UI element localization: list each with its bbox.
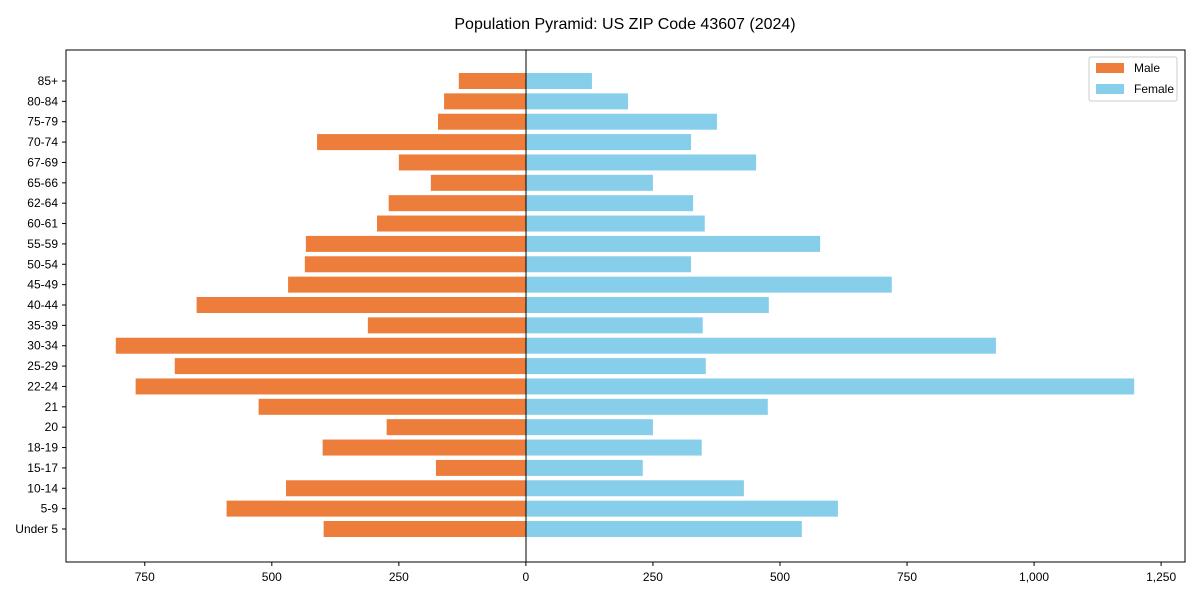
- legend-swatch-male: [1096, 63, 1124, 73]
- y-tick-label: 21: [45, 400, 59, 414]
- bar-female-65-66: [525, 174, 653, 191]
- bar-male-25-29: [174, 358, 526, 375]
- bar-female-55-59: [525, 235, 821, 252]
- y-tick-label: 75-79: [27, 115, 58, 129]
- y-tick-label: 65-66: [27, 176, 58, 190]
- bar-female-70-74: [525, 134, 692, 151]
- bar-male-60-61: [377, 215, 526, 232]
- bar-female-25-29: [525, 358, 706, 375]
- y-tick-label: 60-61: [27, 217, 58, 231]
- y-tick-label: 18-19: [27, 441, 58, 455]
- bar-female-10-14: [525, 480, 744, 497]
- y-tick-label: 22-24: [27, 379, 58, 393]
- bar-male-75-79: [437, 113, 526, 130]
- bar-female-80-84: [525, 93, 629, 110]
- x-tick-label: 500: [262, 570, 282, 584]
- bar-male-55-59: [305, 235, 526, 252]
- bar-male-5-9: [226, 500, 526, 517]
- bar-male-22-24: [135, 378, 526, 395]
- bar-female-21: [525, 398, 768, 415]
- legend: Male Female: [1088, 56, 1178, 102]
- bar-female-60-61: [525, 215, 705, 232]
- bar-male-65-66: [430, 174, 526, 191]
- x-tick-label: 250: [389, 570, 409, 584]
- bar-male-62-64: [388, 195, 526, 212]
- bar-male-85+: [458, 73, 526, 89]
- y-tick-label: 67-69: [27, 155, 58, 169]
- x-tick-label: 750: [897, 570, 917, 584]
- y-tick-label: 25-29: [27, 359, 58, 373]
- bar-female-20: [525, 419, 653, 436]
- bar-male-50-54: [304, 256, 526, 273]
- bar-female-50-54: [525, 256, 692, 273]
- bar-male-Under 5: [323, 521, 526, 537]
- bar-male-15-17: [435, 459, 526, 476]
- y-tick-label: Under 5: [15, 522, 58, 536]
- y-tick-label: 20: [45, 420, 59, 434]
- y-tick-label: 55-59: [27, 237, 58, 251]
- y-tick-label: 30-34: [27, 339, 58, 353]
- bar-male-70-74: [317, 134, 526, 151]
- bar-female-15-17: [525, 459, 643, 476]
- x-tick-label: 750: [135, 570, 155, 584]
- bar-male-80-84: [444, 93, 526, 110]
- chart-title: Population Pyramid: US ZIP Code 43607 (2…: [454, 16, 795, 33]
- bar-female-40-44: [525, 297, 769, 313]
- bar-female-22-24: [525, 378, 1135, 395]
- bar-female-30-34: [525, 337, 996, 354]
- legend-label-female: Female: [1134, 82, 1174, 96]
- bar-female-75-79: [525, 113, 717, 130]
- x-tick-label: 1,000: [1019, 570, 1049, 584]
- x-tick-label: 0: [523, 570, 530, 584]
- bar-female-67-69: [525, 154, 757, 171]
- y-tick-label: 10-14: [27, 481, 58, 495]
- y-tick-label: 50-54: [27, 257, 58, 271]
- bar-male-21: [258, 398, 526, 415]
- bar-female-5-9: [525, 500, 838, 517]
- y-tick-label: 35-39: [27, 318, 58, 332]
- bar-male-45-49: [288, 276, 526, 293]
- x-tick-label: 1,250: [1146, 570, 1176, 584]
- y-tick-label: 70-74: [27, 135, 58, 149]
- y-tick-label: 5-9: [41, 502, 59, 516]
- bar-male-35-39: [367, 317, 526, 334]
- legend-swatch-female: [1096, 84, 1124, 94]
- x-tick-label: 250: [643, 570, 663, 584]
- bar-male-20: [386, 419, 526, 436]
- bar-male-30-34: [115, 337, 526, 354]
- y-tick-label: 15-17: [27, 461, 58, 475]
- y-tick-label: 80-84: [27, 94, 58, 108]
- y-tick-label: 85+: [38, 74, 58, 88]
- bar-female-Under 5: [525, 521, 802, 537]
- bar-male-67-69: [398, 154, 526, 171]
- bar-male-10-14: [286, 480, 526, 497]
- bar-female-45-49: [525, 276, 892, 293]
- y-tick-label: 40-44: [27, 298, 58, 312]
- y-tick-label: 62-64: [27, 196, 58, 210]
- bar-female-35-39: [525, 317, 703, 334]
- bar-male-40-44: [196, 297, 526, 313]
- plot-frame: [65, 49, 1186, 563]
- bar-female-18-19: [525, 439, 702, 456]
- legend-label-male: Male: [1134, 61, 1160, 75]
- y-tick-label: 45-49: [27, 278, 58, 292]
- x-tick-label: 500: [770, 570, 790, 584]
- bar-female-85+: [525, 73, 592, 89]
- bar-female-62-64: [525, 195, 694, 212]
- bar-male-18-19: [322, 439, 526, 456]
